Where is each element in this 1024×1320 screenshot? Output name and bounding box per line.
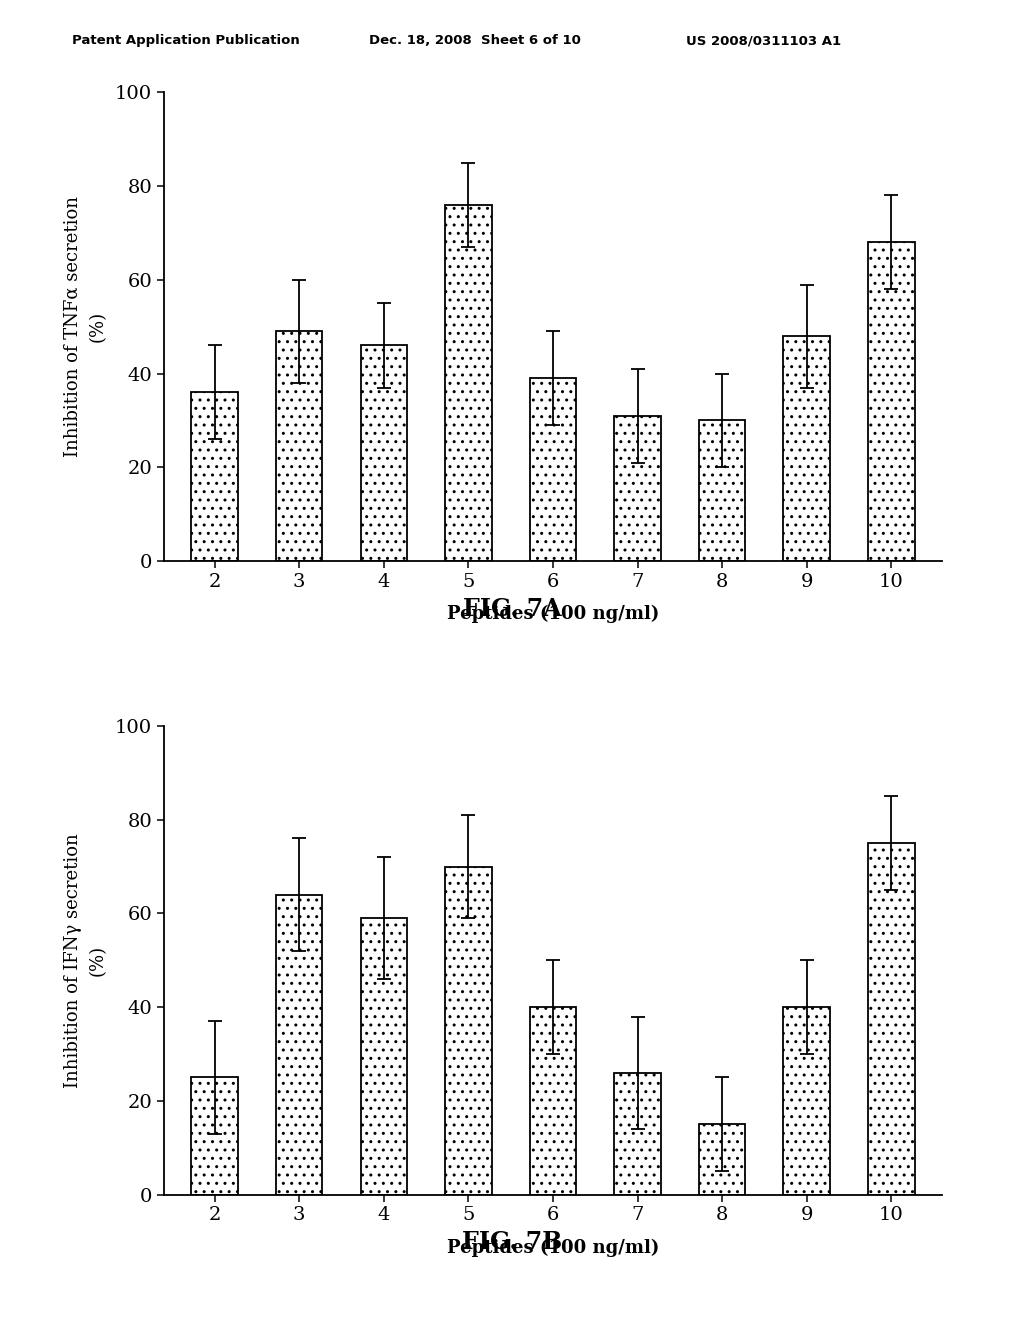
Text: US 2008/0311103 A1: US 2008/0311103 A1 [686,34,841,48]
Bar [529,379,577,561]
Bar [868,843,914,1195]
Text: Dec. 18, 2008  Sheet 6 of 10: Dec. 18, 2008 Sheet 6 of 10 [369,34,581,48]
Y-axis label: Inhibition of TNFα secretion
(%): Inhibition of TNFα secretion (%) [63,197,106,457]
X-axis label: Peptides (100 ng/ml): Peptides (100 ng/ml) [446,1238,659,1257]
Bar [445,205,492,561]
Y-axis label: Inhibition of IFNγ secretion
(%): Inhibition of IFNγ secretion (%) [63,833,106,1088]
Bar [191,1077,238,1195]
Bar [445,867,492,1195]
Text: FIG. 7B: FIG. 7B [462,1230,562,1254]
Bar [191,392,238,561]
Bar [868,243,914,561]
Bar [614,416,660,561]
Bar [360,919,408,1195]
Text: FIG. 7A: FIG. 7A [463,597,561,620]
Bar [614,1073,660,1195]
Text: Patent Application Publication: Patent Application Publication [72,34,299,48]
Bar [529,1007,577,1195]
Bar [275,331,323,561]
Bar [360,346,408,561]
X-axis label: Peptides (100 ng/ml): Peptides (100 ng/ml) [446,605,659,623]
Bar [275,895,323,1195]
Bar [698,420,745,561]
Bar [698,1125,745,1195]
Bar [783,337,830,561]
Bar [783,1007,830,1195]
